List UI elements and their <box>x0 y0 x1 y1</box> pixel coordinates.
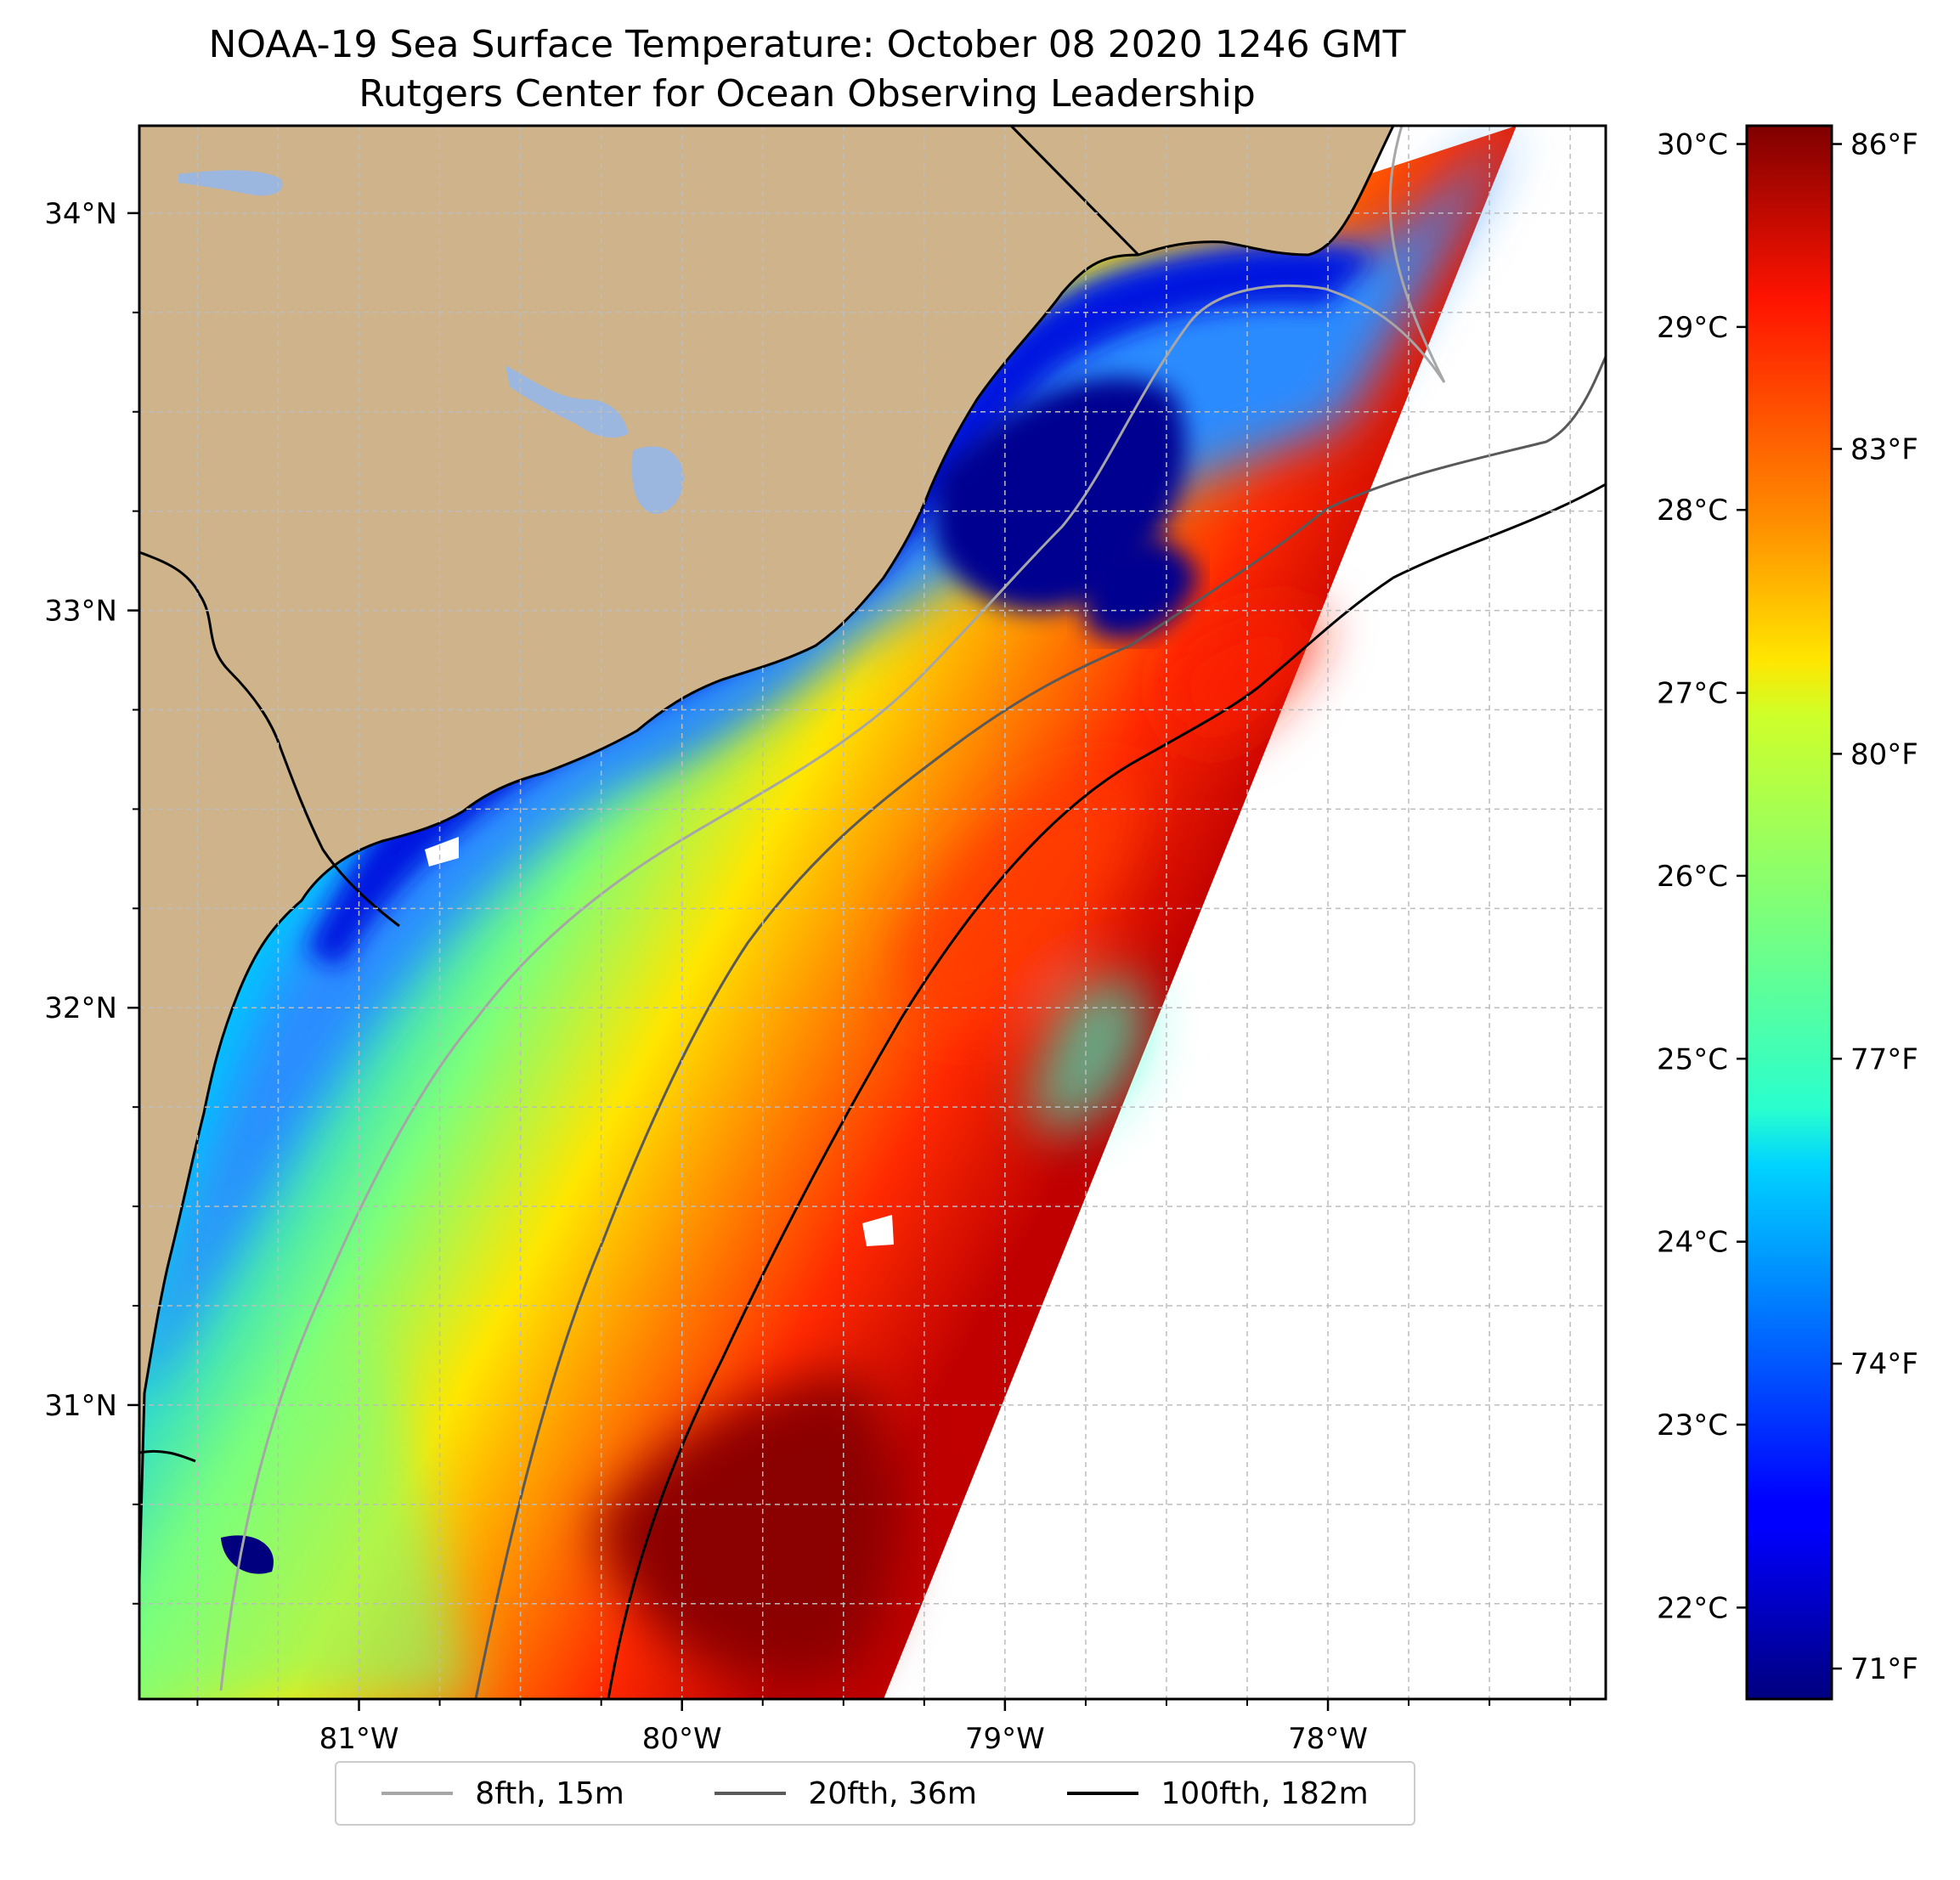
isobath-8fth <box>219 126 1446 1691</box>
celsius-tick-label: 28°C <box>1657 494 1728 528</box>
celsius-tick-label: 29°C <box>1657 311 1728 345</box>
fahrenheit-tick-label: 77°F <box>1850 1042 1918 1076</box>
land-mass <box>139 126 1395 1581</box>
celsius-tick-label: 30°C <box>1657 128 1728 162</box>
title-line-2: Rutgers Center for Ocean Observing Leade… <box>359 72 1256 116</box>
fahrenheit-tick-label: 86°F <box>1850 128 1918 162</box>
legend-item-8fth: 8fth, 15m <box>381 1776 624 1811</box>
isobath-20fth <box>474 356 1606 1699</box>
colorbar-gradient <box>1747 126 1832 1699</box>
lon-tick-label: 81°W <box>319 1722 399 1756</box>
isobaths <box>219 126 1606 1699</box>
celsius-tick-label: 26°C <box>1657 860 1728 894</box>
celsius-tick-label: 22°C <box>1657 1591 1728 1625</box>
celsius-tick-label: 24°C <box>1657 1226 1728 1260</box>
lat-tick-label: 33°N <box>44 595 117 629</box>
legend-line-100fth <box>1067 1792 1139 1795</box>
celsius-tick-label: 25°C <box>1657 1042 1728 1076</box>
fahrenheit-tick-label: 71°F <box>1850 1652 1918 1686</box>
lon-tick-label: 78°W <box>1288 1722 1368 1756</box>
colorbar-frame <box>1745 124 1833 1701</box>
map-frame <box>138 124 1607 1701</box>
legend-line-8fth <box>381 1792 454 1795</box>
legend-line-20fth <box>715 1792 787 1795</box>
lat-tick-label: 34°N <box>44 197 117 231</box>
gridlines <box>139 126 1606 1699</box>
fahrenheit-tick-label: 74°F <box>1850 1347 1918 1381</box>
lat-tick-label: 32°N <box>44 991 117 1025</box>
celsius-tick-label: 27°C <box>1657 677 1728 711</box>
map-plot-area <box>139 126 1606 1699</box>
title-line-1: NOAA-19 Sea Surface Temperature: October… <box>208 23 1406 66</box>
lon-tick-label: 79°W <box>965 1722 1045 1756</box>
fahrenheit-tick-label: 80°F <box>1850 737 1918 771</box>
colorbar-ticks: 30°C 29°C 28°C 27°C 26°C 25°C 24°C 23°C 22°C 86°F… <box>1657 128 1918 1687</box>
legend-label-20fth: 20fth, 36m <box>808 1776 977 1811</box>
legend-label-8fth: 8fth, 15m <box>475 1776 624 1811</box>
state-borders <box>139 126 1140 1463</box>
lat-tick-label: 31°N <box>44 1389 117 1423</box>
isobath-100fth <box>607 483 1606 1699</box>
legend-label-100fth: 100fth, 182m <box>1161 1776 1369 1811</box>
fahrenheit-tick-label: 83°F <box>1850 432 1918 466</box>
isobath-legend: 8fth, 15m 20fth, 36m 100fth, 182m <box>335 1761 1415 1826</box>
legend-item-100fth: 100fth, 182m <box>1067 1776 1369 1811</box>
chart-title: NOAA-19 Sea Surface Temperature: October… <box>119 20 1495 119</box>
colorbar: 30°C 29°C 28°C 27°C 26°C 25°C 24°C 23°C 22°C 86°F… <box>1657 124 1918 1701</box>
lakes <box>178 170 684 514</box>
celsius-tick-label: 23°C <box>1657 1409 1728 1442</box>
axis-ticks: 81°W 80°W 79°W 78°W 34°N 33°N 32°N 31°N <box>44 197 1572 1756</box>
lon-tick-label: 80°W <box>642 1722 722 1756</box>
legend-item-20fth: 20fth, 36m <box>715 1776 977 1811</box>
